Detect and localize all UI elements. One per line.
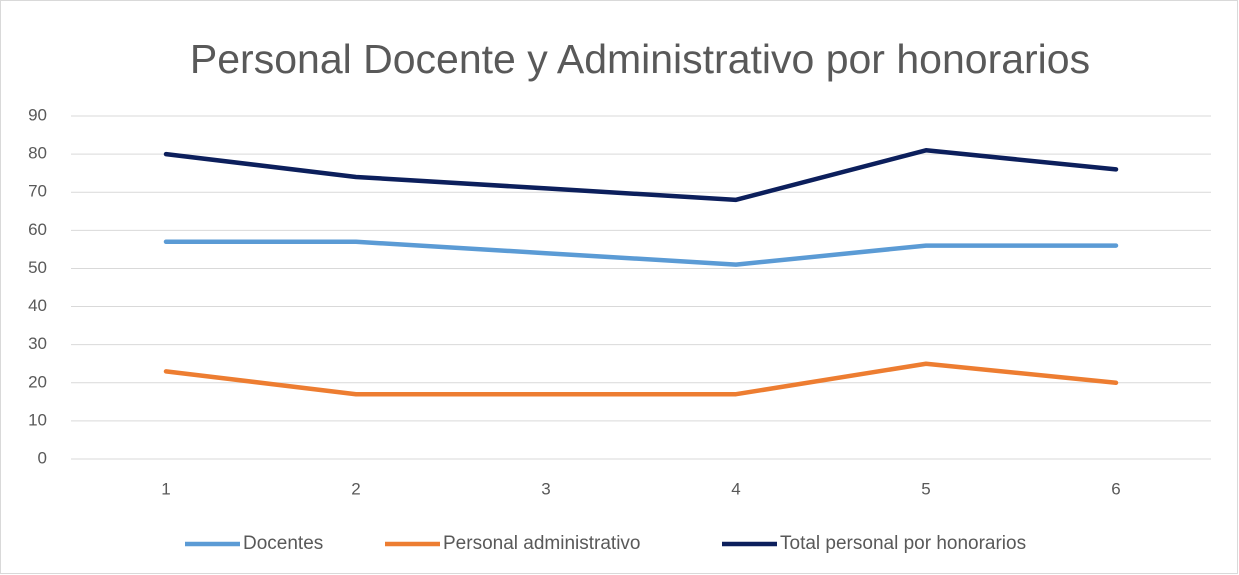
y-tick-label: 10 [28, 410, 47, 429]
legend-label: Docentes [243, 533, 323, 554]
y-tick-label: 60 [28, 220, 47, 239]
y-tick-label: 50 [28, 258, 47, 277]
chart-title: Personal Docente y Administrativo por ho… [190, 36, 1090, 82]
y-tick-label: 30 [28, 334, 47, 353]
x-tick-label: 6 [1111, 479, 1120, 498]
legend-label: Personal administrativo [443, 533, 640, 554]
x-tick-label: 3 [541, 479, 550, 498]
x-tick-label: 2 [351, 479, 360, 498]
x-tick-label: 5 [921, 479, 930, 498]
legend-label: Total personal por honorarios [780, 533, 1026, 554]
y-tick-label: 20 [28, 372, 47, 391]
y-tick-label: 0 [38, 448, 47, 467]
y-tick-label: 40 [28, 296, 47, 315]
series-line [163, 239, 1119, 267]
series-line [163, 148, 1119, 203]
y-tick-label: 90 [28, 105, 47, 124]
y-tick-label: 70 [28, 182, 47, 201]
y-tick-label: 80 [28, 144, 47, 163]
x-tick-label: 4 [731, 479, 740, 498]
x-tick-label: 1 [161, 479, 170, 498]
series-line [163, 361, 1119, 397]
